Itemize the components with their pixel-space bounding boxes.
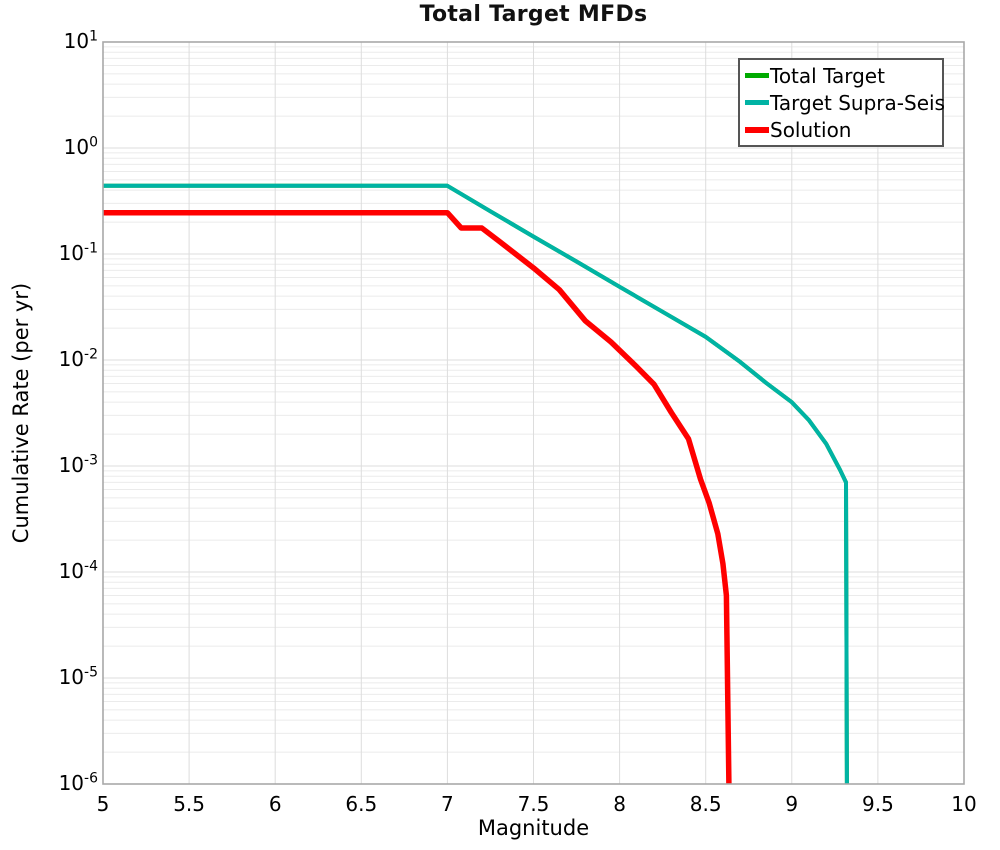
y-tick-label: 10-3 [58, 452, 98, 477]
x-tick-label: 8 [613, 792, 626, 816]
chart-title: Total Target MFDs [419, 2, 648, 27]
y-tick-label: 10-4 [58, 558, 98, 583]
x-tick-label: 6 [268, 792, 282, 816]
x-tick-label: 7.5 [517, 792, 550, 816]
legend-item: Total Target [745, 62, 942, 89]
x-tick-label: 5.5 [173, 792, 205, 816]
x-axis-label: Magnitude [477, 816, 590, 840]
y-tick-label: 10-5 [58, 664, 98, 689]
legend-label: Solution [770, 117, 852, 142]
legend-line-sample [745, 100, 769, 105]
legend-line-sample [745, 126, 769, 133]
legend-label: Total Target [770, 63, 885, 88]
series-line-target-supra-seis [103, 183, 849, 785]
legend-item: Solution [745, 116, 942, 143]
y-tick-label: 100 [63, 134, 98, 159]
y-tick-label: 10-2 [58, 346, 98, 371]
y-tick-label: 10-1 [58, 240, 98, 265]
legend: Total Target Target Supra-Seis Solution [738, 58, 945, 147]
plot-frame [102, 41, 965, 785]
y-tick-label: 101 [63, 28, 98, 53]
x-tick-label: 8.5 [689, 792, 722, 816]
x-tick-label: 7 [441, 792, 454, 816]
legend-line-sample [745, 73, 769, 78]
series-line-solution [103, 209, 732, 785]
x-tick-label: 9 [785, 792, 799, 816]
x-tick-label: 9.5 [861, 792, 894, 816]
legend-item: Target Supra-Seis [745, 89, 945, 116]
x-tick-label: 10 [951, 792, 977, 816]
x-tick-label: 6.5 [345, 792, 378, 816]
x-tick-label: 5 [96, 792, 110, 816]
y-tick-label: 10-6 [58, 770, 98, 795]
legend-label: Target Supra-Seis [770, 90, 945, 115]
